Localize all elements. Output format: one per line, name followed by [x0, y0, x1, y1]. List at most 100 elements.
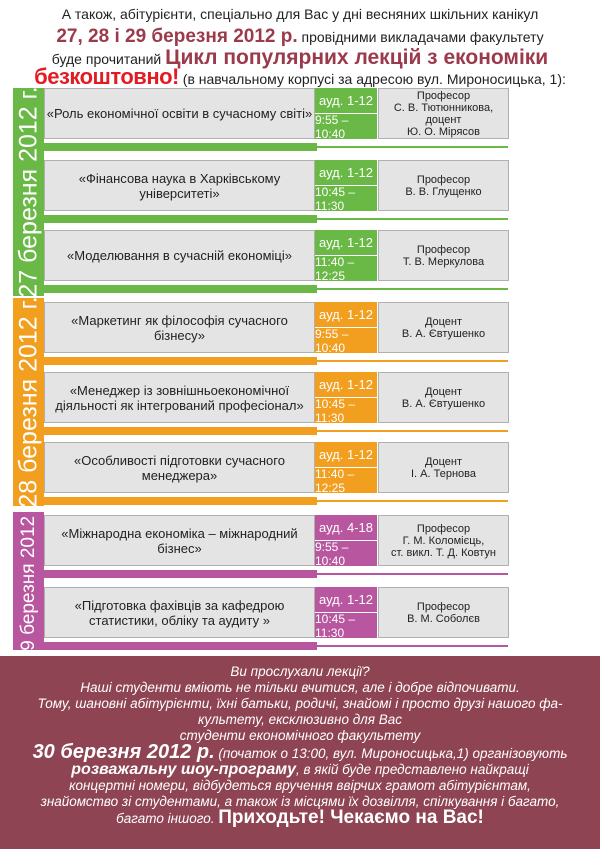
lecturer-line: В. М. Соболєв — [407, 612, 480, 625]
separator-line — [317, 218, 508, 220]
footer-line: концертні номери, відбудеться вручення в… — [69, 778, 531, 793]
separator-line — [317, 146, 508, 148]
intro-address: (в навчальному корпусі за адресою вул. М… — [178, 71, 566, 87]
lecture-time: 9:55 –10:40 — [315, 113, 377, 141]
separator-bar — [44, 570, 317, 578]
separator-line — [317, 573, 508, 575]
separator-bar — [44, 285, 317, 293]
lecture-row: «Маркетинг як філософія сучасного бізнес… — [44, 302, 509, 355]
lecturer-line: С. В. Тютюнникова, — [393, 101, 494, 114]
lecture-time: 11:40 –12:25 — [315, 255, 377, 283]
footer-announcement: Ви прослухали лекції? Наші студенти вмію… — [0, 656, 600, 849]
lecturer-line: Доцент — [424, 385, 463, 398]
lecturer-line: Ю. О. Мірясов — [406, 125, 481, 138]
separator-bar — [44, 427, 317, 435]
lecture-row: «Особливості підготовки сучасного менедж… — [44, 442, 509, 495]
lecturer-line: Професор — [416, 522, 471, 535]
intro-line-1: А також, абітурієнти, спеціально для Вас… — [61, 6, 539, 22]
lecture-room: ауд. 4-18 — [315, 515, 377, 540]
intro-line-4: безкоштовно! (в навчальному корпусі за а… — [0, 64, 600, 90]
footer-show: розважальну шоу-програму — [71, 761, 296, 778]
lecture-time: 9:55 –10:40 — [315, 540, 377, 568]
lecturer-line: Доцент — [424, 455, 463, 468]
lecturer-line: Професор — [416, 89, 471, 102]
intro-line-3: буде прочитаний Цикл популярних лекцій з… — [0, 46, 600, 70]
footer-text: (початок о 13:00, вул. Мироносицька,1) о… — [214, 746, 568, 761]
intro-text: буде прочитаний — [51, 51, 166, 67]
lecturer-line: Т. В. Меркулова — [402, 255, 485, 268]
footer-line: студенти економічного факультету — [179, 728, 421, 743]
separator-line — [317, 360, 508, 362]
lecturer: Доцент В. А. Євтушенко — [378, 302, 509, 353]
intro-free: безкоштовно! — [34, 64, 179, 89]
footer-line: знайомство зі студентами, а також із міс… — [40, 794, 560, 809]
day-label-bar: 29 березня 2012 г. — [13, 501, 44, 661]
footer-line: Наші студенти вміють не тільки вчитися, … — [80, 680, 520, 695]
intro-cycle: Цикл популярних лекцій з економіки — [165, 46, 549, 69]
day-label: 28 березня 2012 г. — [14, 296, 42, 508]
lecturer: Професор Т. В. Меркулова — [378, 230, 509, 281]
day-label: 27 березня 2012 г. — [14, 86, 42, 298]
separator-bar — [44, 143, 317, 151]
lecture-time: 9:55 –10:40 — [315, 327, 377, 355]
lecturer: Доцент В. А. Євтушенко — [378, 372, 509, 423]
lecture-title: «Особливості підготовки сучасного менедж… — [44, 442, 315, 493]
lecture-title: «Фінансова наука в Харківському універси… — [44, 160, 315, 211]
separator-bar — [44, 642, 317, 650]
separator-bar — [44, 497, 317, 505]
lecture-row: «Підготовка фахівців за кафедрою статист… — [44, 587, 509, 640]
lecturer-line: Доцент — [424, 315, 463, 328]
lecture-time: 11:40 –12:25 — [315, 467, 377, 495]
lecture-row: «Міжнародна економіка – міжнародний бізн… — [44, 515, 509, 568]
footer-date: 30 березня 2012 р. — [32, 741, 215, 763]
lecture-room: ауд. 1-12 — [315, 302, 377, 327]
lecturer: Доцент І. А. Тернова — [378, 442, 509, 493]
lecturer-line: Професор — [416, 600, 471, 613]
lecture-room: ауд. 1-12 — [315, 88, 377, 113]
lecture-row: «Менеджер із зовнішньоекономічної діяльн… — [44, 372, 509, 425]
footer-line: Тому, шановні абітурієнти, їхні батьки, … — [37, 696, 563, 711]
lecture-row: «Фінансова наука в Харківському універси… — [44, 160, 509, 213]
footer-line: 30 березня 2012 р. (початок о 13:00, вул… — [0, 741, 600, 763]
lecturer-line: Професор — [416, 173, 471, 186]
lecture-title: «Маркетинг як філософія сучасного бізнес… — [44, 302, 315, 353]
separator-line — [317, 288, 508, 290]
intro-text: провідними викладачами факультету — [297, 29, 544, 45]
lecture-room: ауд. 1-12 — [315, 442, 377, 467]
footer-cta: Приходьте! Чекаємо на Вас! — [218, 807, 484, 828]
separator-line — [317, 430, 508, 432]
lecturer-line: Професор — [416, 243, 471, 256]
lecturer-line: І. А. Тернова — [411, 467, 476, 480]
lecture-title: «Підготовка фахівців за кафедрою статист… — [44, 587, 315, 638]
lecture-row: «Моделювання в сучасній економіці» ауд. 1… — [44, 230, 509, 283]
lecturer-line: Г. М. Коломієць, — [402, 534, 485, 547]
lecture-title: «Менеджер із зовнішньоекономічної діяльн… — [44, 372, 315, 423]
footer-line: розважальну шоу-програму, в якій буде пр… — [0, 762, 600, 778]
lecture-title: «Моделювання в сучасній економіці» — [44, 230, 315, 281]
footer-line: культету, ексклюзивно для Вас — [197, 712, 403, 727]
lecturer: Професор Г. М. Коломієць, ст. викл. Т. Д. … — [378, 515, 509, 566]
lecture-room: ауд. 1-12 — [315, 587, 377, 612]
lecturer-line: ст. викл. Т. Д. Ковтун — [391, 546, 496, 559]
lecture-time: 10:45 –11:30 — [315, 185, 377, 213]
intro-line-2: 27, 28 і 29 березня 2012 р. провідними в… — [0, 26, 600, 48]
separator-line — [317, 500, 508, 502]
lecturer: Професор В. М. Соболєв — [378, 587, 509, 638]
lecture-room: ауд. 1-12 — [315, 230, 377, 255]
day-label: 29 березня 2012 г. — [17, 500, 39, 662]
separator-line — [317, 645, 508, 647]
separator-bar — [44, 215, 317, 223]
intro-dates: 27, 28 і 29 березня 2012 р. — [56, 26, 298, 47]
lecturer-line: В. А. Євтушенко — [401, 397, 486, 410]
lecturer: Професор В. В. Глущенко — [378, 160, 509, 211]
lecturer: Професор С. В. Тютюнникова, доцент Ю. О. Мі… — [378, 88, 509, 139]
lecturer-line: В. В. Глущенко — [405, 185, 482, 198]
footer-text: багато іншого. — [116, 811, 219, 826]
lecture-title: «Міжнародна економіка – міжнародний бізн… — [44, 515, 315, 566]
footer-line: багато іншого. Приходьте! Чекаємо на Вас… — [0, 807, 600, 828]
separator-bar — [44, 357, 317, 365]
lecturer-line: В. А. Євтушенко — [401, 327, 486, 340]
footer-text: , в якій буде представлено найкращі — [295, 762, 529, 777]
lecture-time: 10:45 –11:30 — [315, 397, 377, 425]
